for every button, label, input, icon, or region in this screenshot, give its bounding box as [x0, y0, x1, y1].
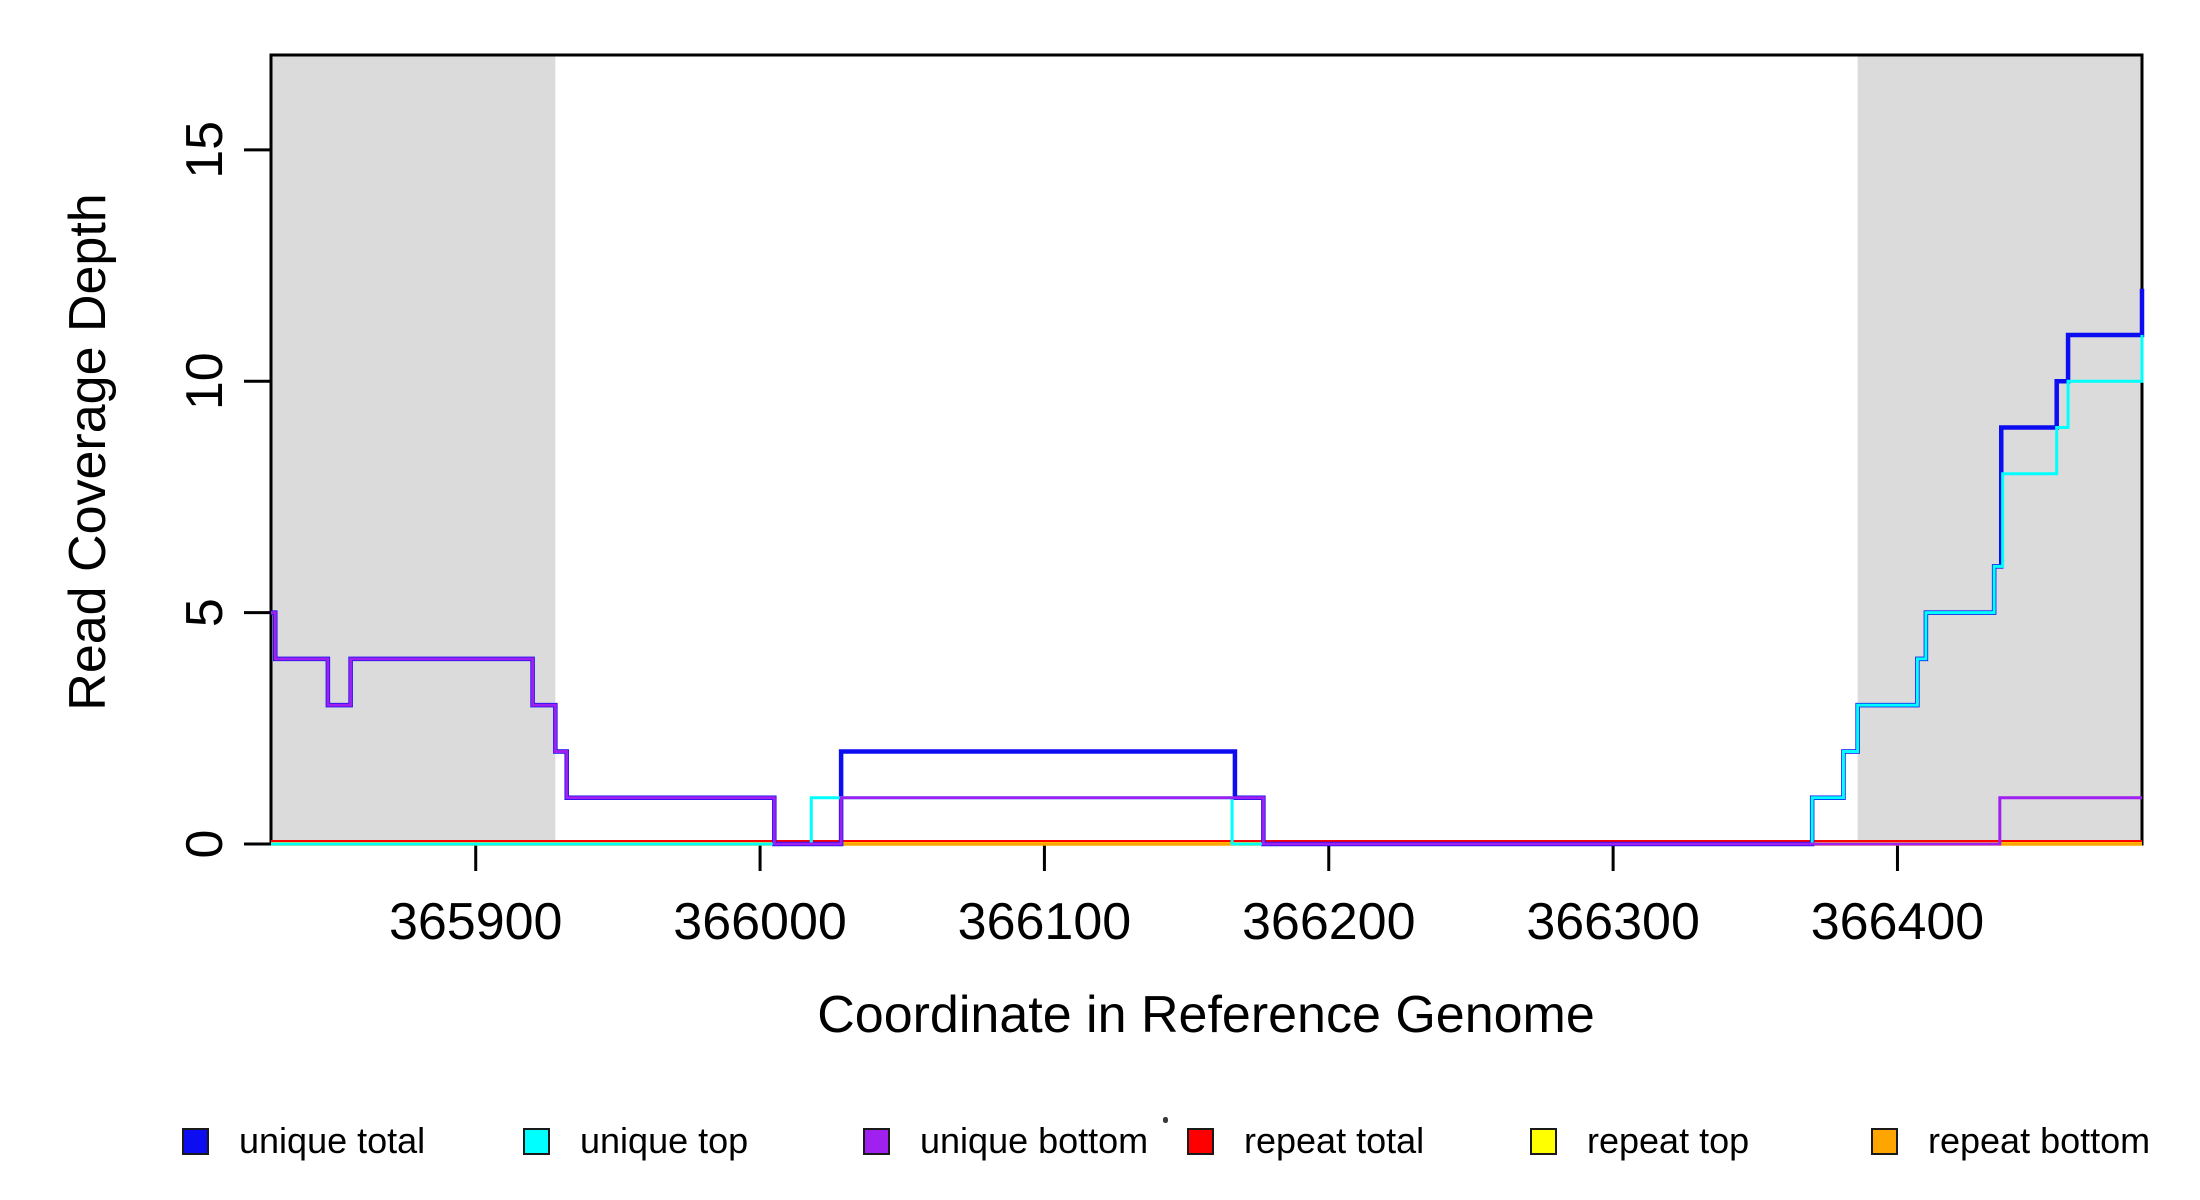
- legend-label: repeat total: [1244, 1120, 1425, 1161]
- series-unique-bottom-line: [271, 611, 2142, 846]
- legend-swatch-icon: [863, 1127, 890, 1155]
- legend-swatch-icon: [1871, 1127, 1898, 1155]
- y-tick-label: 5: [176, 598, 234, 627]
- legend-swatch-icon: [523, 1127, 550, 1155]
- x-tick-label: 366000: [673, 893, 847, 951]
- legend-swatch-icon: [1187, 1127, 1214, 1155]
- legend-item-unique-total: unique total: [182, 1120, 425, 1162]
- y-tick-label: 15: [176, 121, 234, 179]
- legend-swatch-icon: [182, 1127, 209, 1155]
- legend-label: unique top: [580, 1120, 749, 1161]
- x-axis-title: Coordinate in Reference Genome: [817, 986, 1595, 1044]
- x-tick-label: 365900: [389, 893, 563, 951]
- y-tick-label: 10: [176, 352, 234, 410]
- x-tick-label: 366100: [958, 893, 1132, 951]
- legend-item-repeat-total: repeat total: [1187, 1120, 1424, 1162]
- legend-item-repeat-top: repeat top: [1530, 1120, 1749, 1162]
- legend-label: unique total: [239, 1120, 426, 1161]
- stray-mark: [1163, 1117, 1168, 1123]
- y-axis-title: Read Coverage Depth: [59, 193, 117, 711]
- legend-label: unique bottom: [920, 1120, 1149, 1161]
- legend-item-repeat-bottom: repeat bottom: [1871, 1120, 2150, 1162]
- x-tick-label: 366400: [1811, 893, 1985, 951]
- legend-label: repeat top: [1587, 1120, 1750, 1161]
- series-unique-top-line: [271, 334, 2144, 846]
- legend-label: repeat bottom: [1928, 1120, 2151, 1161]
- legend-item-unique-bottom: unique bottom: [863, 1120, 1148, 1162]
- shaded-region-left: [271, 55, 556, 844]
- x-tick-label: 366300: [1526, 893, 1700, 951]
- y-tick-label: 0: [176, 830, 234, 859]
- legend-item-unique-top: unique top: [523, 1120, 748, 1162]
- x-tick-label: 366200: [1242, 893, 1416, 951]
- legend-swatch-icon: [1530, 1127, 1557, 1155]
